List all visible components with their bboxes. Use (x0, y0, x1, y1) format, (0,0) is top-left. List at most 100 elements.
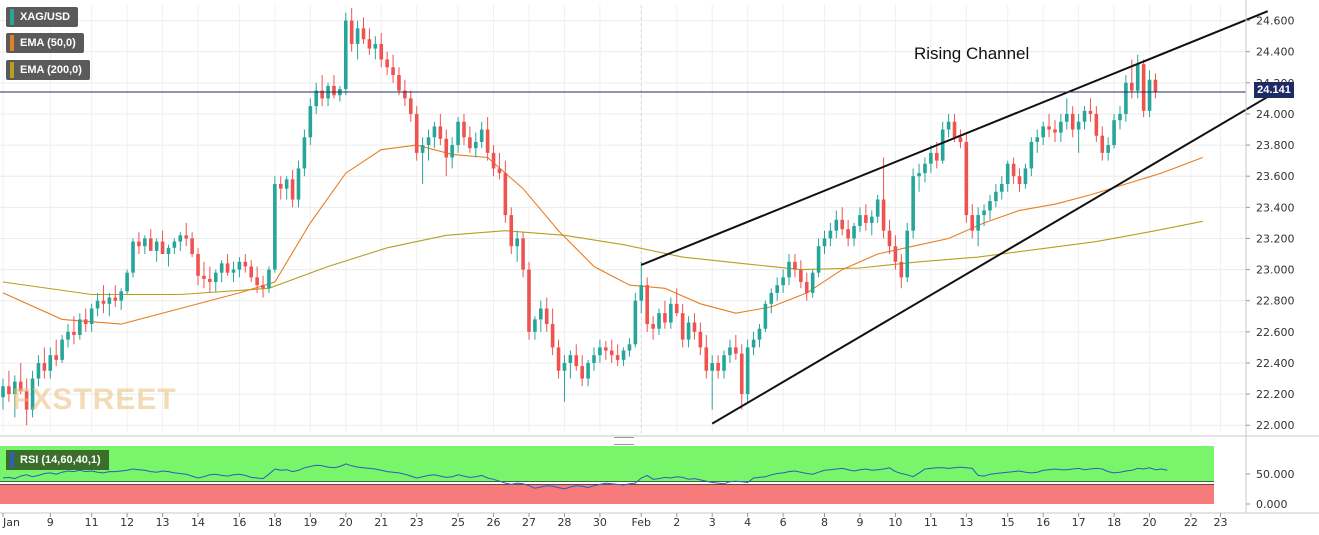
candle-body (1035, 137, 1040, 142)
candle-body (219, 263, 224, 273)
candle (1100, 126, 1105, 161)
candle (208, 266, 212, 293)
candle-body (787, 261, 791, 278)
candle (609, 339, 614, 363)
candle (420, 137, 425, 184)
candle-body (160, 241, 165, 255)
candle (1135, 54, 1140, 99)
candle-body (379, 43, 384, 60)
legend-ema50[interactable]: EMA (50,0) (6, 33, 84, 53)
legend-symbol[interactable]: XAG/USD (6, 7, 79, 27)
candle (864, 204, 868, 231)
candle-body (462, 121, 466, 138)
candle (290, 169, 295, 208)
price-tick-label: 23.200 (1256, 232, 1295, 245)
candle-body (864, 215, 868, 223)
candle-body (604, 347, 608, 351)
candle-body (834, 219, 839, 231)
candle-body (899, 261, 904, 278)
time-tick-label: 4 (744, 516, 751, 529)
candle-body (202, 275, 206, 279)
candle-body (497, 168, 502, 174)
candle (385, 51, 389, 76)
candle (160, 230, 165, 255)
rsi-axis-ticks: 50.000 0.000 (1246, 468, 1295, 511)
pane-resize-handle[interactable] (614, 437, 634, 445)
candle-body (982, 210, 986, 216)
candle-body (686, 322, 691, 340)
candle (30, 370, 35, 418)
price-tick-label: 23.800 (1256, 139, 1295, 152)
candle-body (804, 282, 809, 293)
candle-body (793, 261, 797, 270)
candle-body (36, 362, 41, 379)
time-tick-label: 8 (821, 516, 828, 529)
candle-body (515, 238, 519, 247)
candle-body (527, 269, 531, 332)
candle (54, 339, 58, 367)
candle (154, 238, 159, 262)
legend-symbol-label: XAG/USD (20, 11, 71, 23)
time-tick-label: 26 (487, 516, 501, 529)
candle-body (999, 183, 1004, 192)
candle (828, 222, 833, 247)
time-tick-label: 3 (709, 516, 716, 529)
candle (692, 313, 697, 340)
candle (284, 176, 289, 200)
candle-body (799, 269, 803, 283)
candle (1076, 113, 1081, 153)
candle-body (1065, 113, 1069, 122)
candle (1059, 113, 1063, 142)
candle (574, 344, 579, 371)
candle (349, 8, 354, 52)
candle-body (249, 266, 254, 278)
candle-body (107, 297, 112, 304)
candle-body (113, 297, 118, 301)
candle (698, 322, 703, 356)
candle (101, 285, 106, 314)
candle-body (308, 106, 313, 138)
rsi-line (2, 463, 1168, 490)
candle (734, 334, 738, 360)
time-tick-label: 15 (1001, 516, 1015, 529)
candle (704, 334, 709, 379)
candle (1070, 106, 1075, 138)
candle-body (763, 303, 768, 329)
candle-body (1153, 79, 1158, 93)
candle-body (24, 390, 29, 410)
candle-body (627, 344, 632, 351)
candle-body (456, 121, 460, 146)
candle (958, 129, 963, 149)
candle (131, 238, 135, 278)
candle-body (320, 90, 324, 99)
legend-ema200[interactable]: EMA (200,0) (6, 60, 90, 80)
candle (48, 347, 53, 379)
candle-body (474, 141, 478, 149)
candle (834, 210, 839, 239)
legend-rsi[interactable]: RSI (14,60,40,1) (6, 450, 109, 470)
axes-layer (0, 0, 1319, 514)
candle-body (704, 347, 709, 371)
candle (243, 254, 248, 273)
candle (663, 300, 667, 329)
candle-body (261, 285, 265, 289)
candle (438, 113, 443, 146)
candle (645, 277, 649, 332)
candle-body (739, 353, 744, 395)
candle-body (875, 199, 880, 217)
candle (267, 266, 271, 293)
time-tick-label: 2 (673, 516, 680, 529)
candle-body (728, 347, 732, 356)
candle (1124, 75, 1128, 122)
candle-body (722, 355, 726, 371)
candle-body (60, 339, 64, 360)
time-tick-label: 25 (451, 516, 465, 529)
candle (1017, 168, 1022, 192)
candle-body (42, 362, 47, 371)
rsi-swatch-icon (10, 452, 14, 468)
candle-body (539, 308, 543, 320)
time-tick-label: 19 (303, 516, 317, 529)
candle-body (143, 238, 147, 247)
candle-body (1112, 120, 1116, 146)
